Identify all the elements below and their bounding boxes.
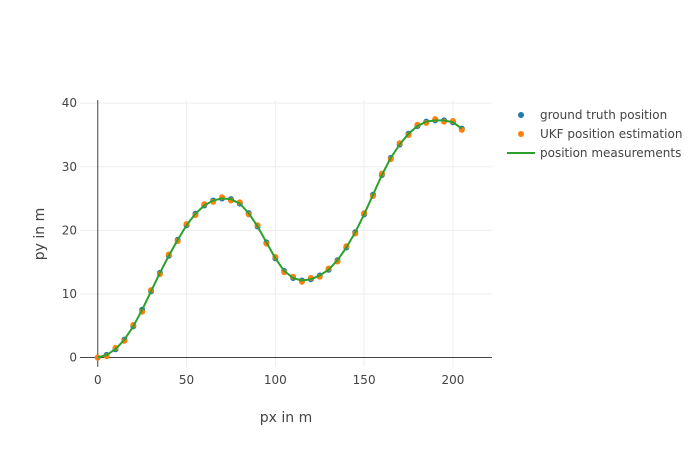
x-tick-label: 0 (94, 373, 102, 387)
legend[interactable]: ground truth position UKF position estima… (507, 108, 682, 160)
series-ground-truth-position (94, 117, 465, 361)
legend-marker-swatch (518, 112, 524, 118)
y-axis-title: py in m (32, 208, 48, 260)
y-tick-label: 10 (62, 287, 77, 301)
legend-label: UKF position estimation (540, 127, 682, 141)
legend-item[interactable]: ground truth position (518, 108, 667, 122)
legend-item[interactable]: UKF position estimation (518, 127, 682, 141)
axes (80, 100, 492, 367)
legend-label: position measurements (540, 146, 681, 160)
legend-label: ground truth position (540, 108, 667, 122)
y-tick-label: 0 (69, 350, 77, 364)
legend-item[interactable]: position measurements (507, 146, 681, 160)
legend-marker-swatch (518, 131, 524, 137)
data-point (94, 354, 101, 361)
x-axis-title: px in m (260, 410, 312, 426)
x-tick-label: 200 (441, 373, 464, 387)
y-tick-label: 40 (62, 96, 77, 110)
y-tick-label: 30 (62, 160, 77, 174)
x-tick-label: 50 (179, 373, 194, 387)
y-tick-labels: 0 10 20 30 40 (62, 96, 77, 364)
series-line-position-measurements (97, 119, 463, 359)
x-tick-label: 100 (264, 373, 287, 387)
x-tick-label: 150 (353, 373, 376, 387)
grid-lines (80, 100, 492, 367)
x-tick-labels: 0 50 100 150 200 (94, 373, 464, 387)
y-tick-label: 20 (62, 223, 77, 237)
series-ukf-position-estimation (94, 116, 465, 361)
plot-area (94, 116, 465, 361)
